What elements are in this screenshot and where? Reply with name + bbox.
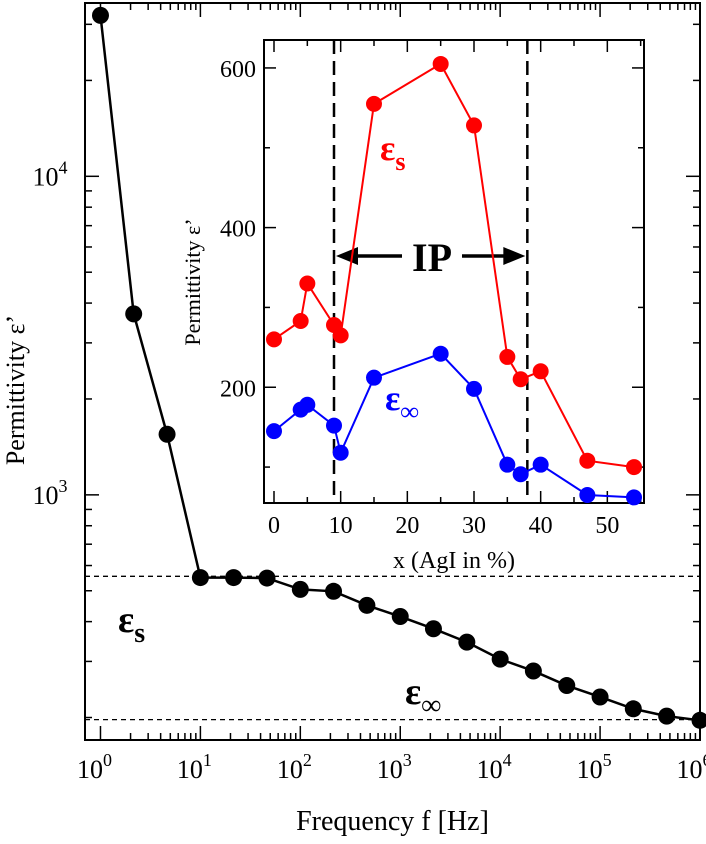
y-axis-label: Permittivity ε’ [1,315,30,465]
x-tick-label-base: 10 [377,755,403,784]
data-point [492,651,509,668]
epsilon-symbol: ε [405,671,421,713]
inset-x-tick-label: 50 [595,513,619,539]
inset-data-point [533,363,549,379]
data-point [458,634,475,651]
inset-data-point [433,346,449,362]
y-tick-label-exp: 3 [59,476,68,496]
data-point [625,700,642,717]
x-tick-label: 106 [677,750,706,784]
inset-x-tick-label: 40 [529,513,553,539]
x-tick-label-base: 10 [177,755,203,784]
inset-data-point [499,349,515,365]
epsilon-subscript: s [134,618,145,649]
epsilon-symbol: ε [118,599,134,641]
inset-data-point [579,453,595,469]
epsilon-symbol: ε [385,378,400,418]
inset-y-tick-label: 600 [220,57,256,83]
data-point [125,305,142,322]
data-point [258,570,275,587]
x-tick-label-exp: 6 [703,750,706,770]
y-tick-label-base: 10 [33,481,59,510]
inset-data-point [299,397,315,413]
epsilon-symbol: ε [380,128,395,168]
inset-data-point [513,466,529,482]
x-tick-label-exp: 5 [603,750,612,770]
inset-data-point [326,418,342,434]
inset-data-point [299,275,315,291]
x-axis-label: Frequency f [Hz] [296,806,489,837]
inset-y-axis-label: Permittivity ε’ [180,218,205,345]
inset-frame [264,40,644,503]
x-tick-label-base: 10 [277,755,303,784]
inset-data-point [333,445,349,461]
reference-line-label: εs [118,599,145,649]
inset-data-point [579,487,595,503]
ip-annotation: IP [412,235,452,280]
data-point [159,426,176,443]
x-tick-label: 103 [377,750,412,784]
x-tick-label-base: 10 [677,755,703,784]
inset-data-point [533,457,549,473]
inset-data-point [333,327,349,343]
inset-data-point [466,117,482,133]
epsilon-subscript: ∞ [400,397,419,426]
x-tick-label-exp: 1 [203,750,212,770]
inset-data-point [266,331,282,347]
reference-line-label: ε∞ [405,671,441,721]
data-point [658,708,675,725]
data-point [325,583,342,600]
inset-data-point [266,423,282,439]
inset-data-point [626,489,642,505]
data-point [292,581,309,598]
inset-data-point [366,96,382,112]
inset-data-point [499,457,515,473]
inset-y-tick-label: 400 [220,217,256,243]
data-point [692,712,706,729]
data-point [92,7,109,24]
inset-x-axis-label: x (AgI in %) [393,548,515,574]
x-tick-label: 105 [577,750,612,784]
x-tick-label-base: 10 [77,755,103,784]
inset-plot: 0 10 20 30 40 50 200 400 600 x (AgI in %) Permitti… [180,40,644,574]
y-tick-label-base: 10 [33,162,59,191]
inset-y-tick-label: 200 [220,376,256,402]
inset-data-point [433,56,449,72]
y-tick-label: 103 [33,476,68,510]
x-tick-label-base: 10 [477,755,503,784]
data-point [525,662,542,679]
x-tick-label: 100 [77,750,112,784]
y-tick-label: 104 [33,157,68,191]
inset-x-tick-label: 0 [268,513,280,539]
inset-data-point [466,381,482,397]
data-point [425,620,442,637]
data-point [392,608,409,625]
inset-x-tick-label: 30 [462,513,486,539]
inset-data-point [626,459,642,475]
epsilon-subscript: ∞ [421,690,441,721]
inset-data-point [366,370,382,386]
inset-x-tick-label: 10 [329,513,353,539]
inset-data-point [293,313,309,329]
x-tick-label-exp: 2 [303,750,312,770]
x-tick-label: 101 [177,750,212,784]
x-tick-label-exp: 4 [503,750,512,770]
y-tick-label-exp: 4 [59,157,68,177]
data-point [192,569,209,586]
x-tick-label-base: 10 [577,755,603,784]
inset-x-tick-label: 20 [395,513,419,539]
data-point [592,688,609,705]
data-point [225,569,242,586]
x-tick-label: 102 [277,750,312,784]
epsilon-subscript: s [395,147,405,176]
x-tick-label-exp: 0 [103,750,112,770]
inset-data-point [513,371,529,387]
data-point [358,597,375,614]
x-tick-label: 104 [477,750,512,784]
data-point [558,677,575,694]
x-tick-label-exp: 3 [403,750,412,770]
